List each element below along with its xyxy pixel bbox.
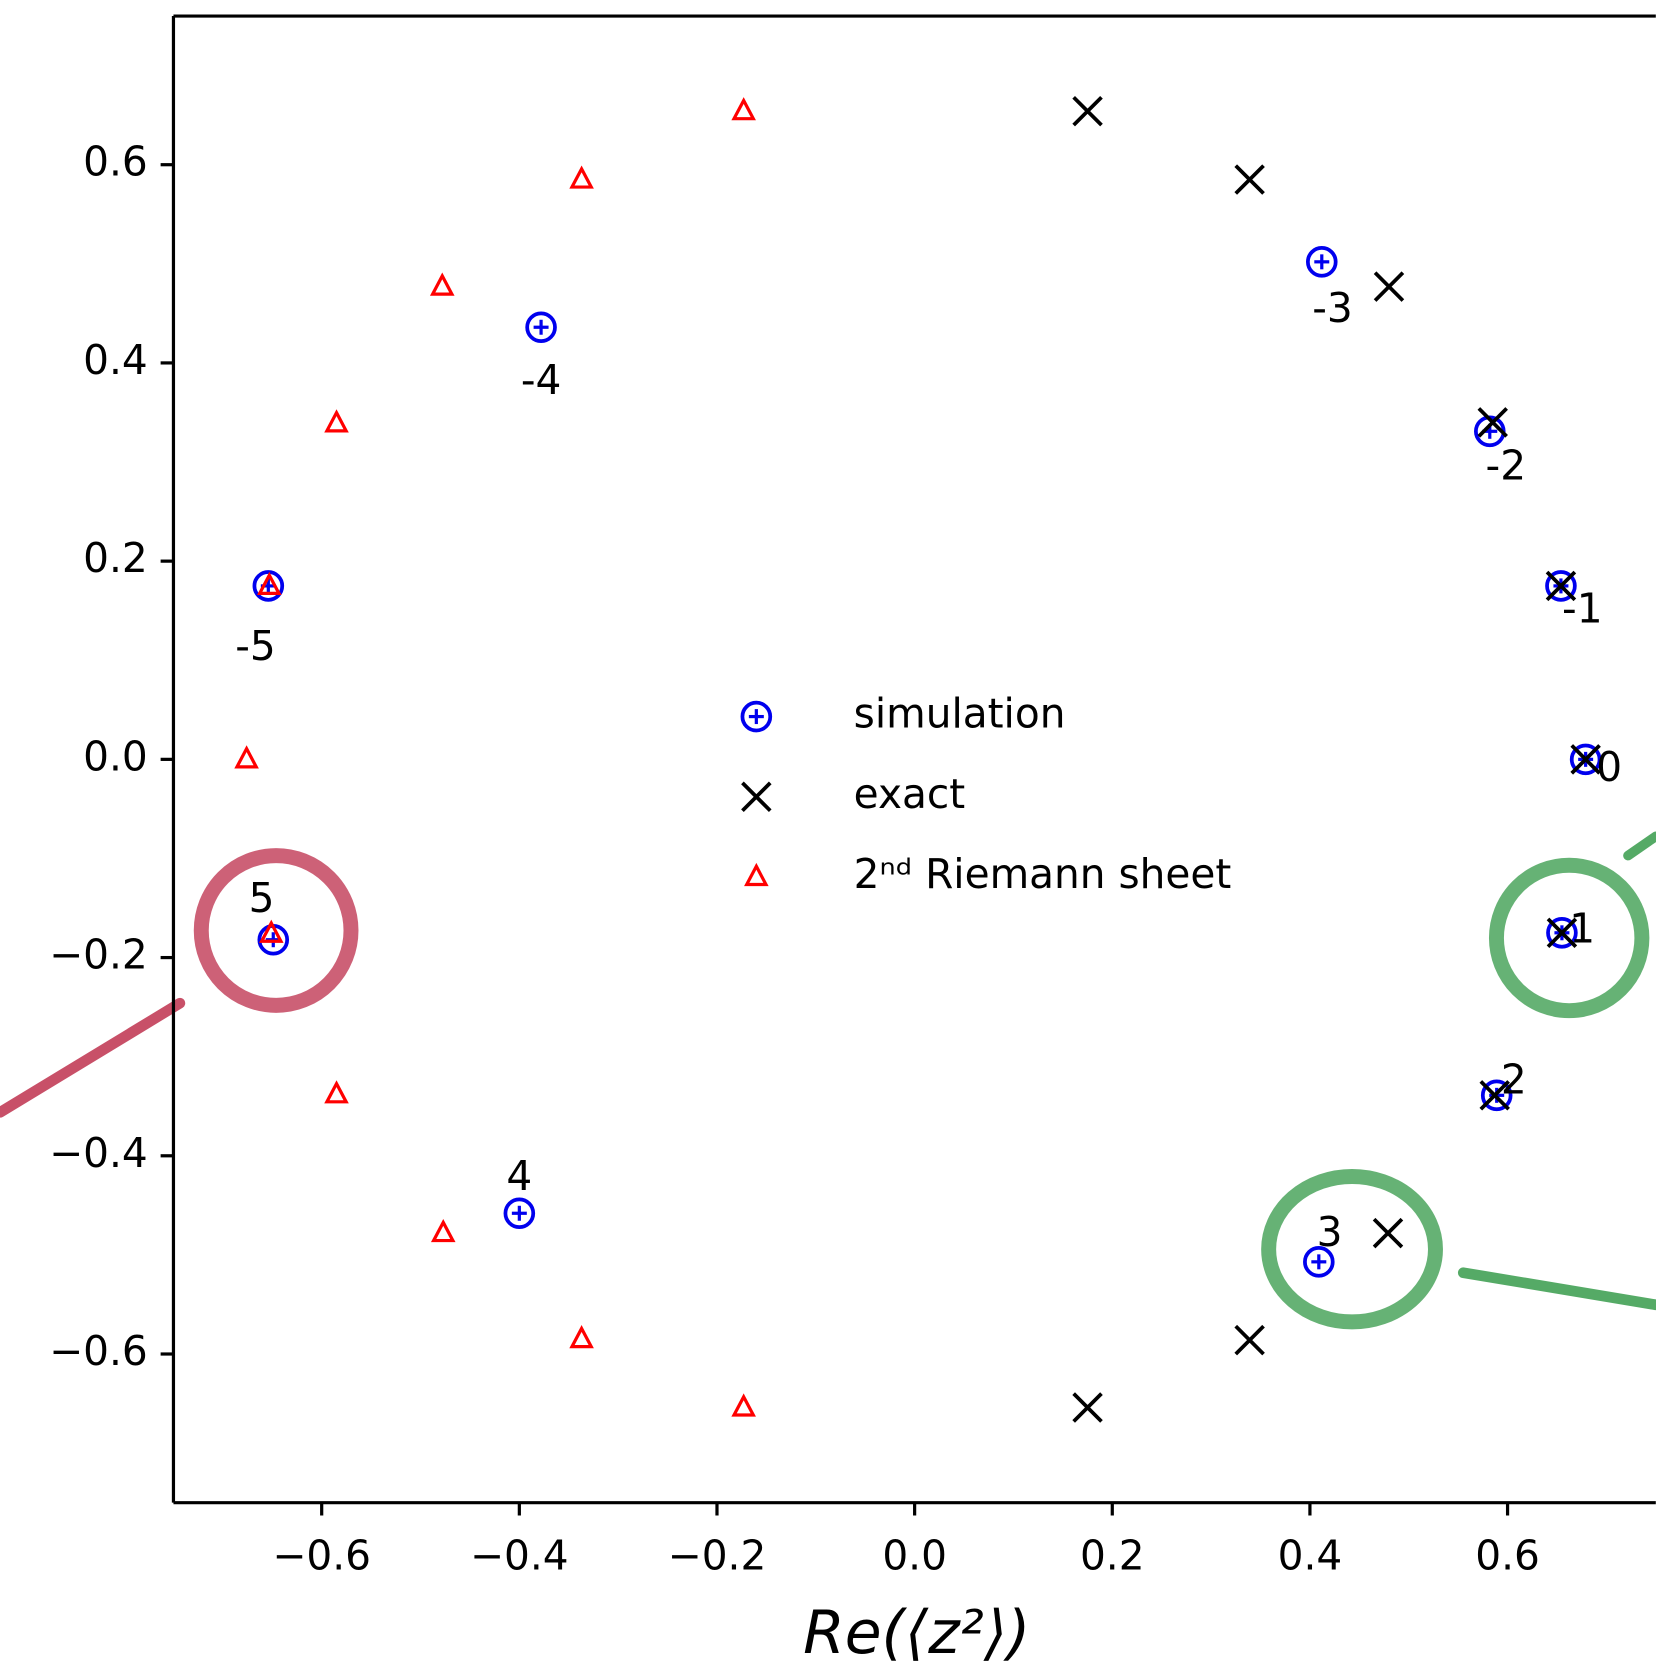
legend-marker — [741, 781, 772, 813]
x-tick-label: 0.2 — [1080, 1531, 1145, 1579]
point-label: 3 — [1317, 1208, 1343, 1256]
point — [731, 97, 756, 121]
point — [1072, 95, 1103, 127]
marker-x — [1234, 164, 1265, 195]
point — [1546, 917, 1578, 949]
point-label: 0 — [1596, 743, 1622, 791]
x-axis-label: Re(⟨z²⟩) — [803, 1598, 1030, 1668]
marker-triangle — [429, 272, 455, 296]
point — [430, 1218, 456, 1243]
highlight-line — [0, 997, 186, 1118]
marker-x — [1372, 1217, 1404, 1249]
point — [1477, 407, 1508, 438]
point — [569, 165, 594, 189]
marker-triangle — [744, 862, 769, 887]
highlight-line — [1623, 831, 1656, 861]
point-label: -2 — [1486, 442, 1527, 490]
point-label: -4 — [521, 356, 562, 404]
x-tick-label: −0.2 — [668, 1531, 767, 1579]
y-tick-label: −0.6 — [49, 1327, 148, 1375]
marker-circle — [503, 1197, 536, 1230]
marker-x — [1234, 1324, 1265, 1356]
marker-circle — [1569, 743, 1602, 776]
point-label: 5 — [249, 874, 275, 922]
marker-circle — [252, 570, 285, 602]
marker-x — [1072, 95, 1103, 127]
y-tick-label: 0.6 — [83, 138, 148, 186]
marker-triangle — [259, 919, 284, 943]
marker-x — [1546, 917, 1578, 949]
legend-label: simulation — [854, 690, 1066, 738]
legend-label: exact — [854, 770, 965, 818]
highlight-circle — [1261, 1168, 1443, 1330]
point — [257, 571, 282, 596]
highlight-circle — [1488, 857, 1650, 1019]
marker-x — [1373, 271, 1405, 302]
marker-circle — [525, 311, 557, 344]
marker-circle — [1545, 570, 1577, 602]
y-tick-label: 0.0 — [83, 732, 148, 780]
point-label: 4 — [506, 1152, 532, 1200]
marker-triangle — [731, 1393, 756, 1417]
legend-marker — [744, 862, 769, 887]
marker-triangle — [430, 1218, 456, 1243]
point-label: -5 — [235, 622, 276, 670]
marker-x — [1479, 1080, 1510, 1111]
point — [1545, 570, 1577, 602]
point — [1373, 271, 1405, 302]
marker-triangle — [324, 1080, 349, 1104]
y-tick-label: −0.2 — [49, 931, 148, 979]
marker-x — [1072, 1392, 1103, 1423]
point-label: 2 — [1501, 1055, 1527, 1103]
point — [324, 409, 349, 433]
point — [324, 1080, 349, 1104]
x-tick-label: 0.0 — [882, 1531, 947, 1579]
highlight-circle — [193, 848, 359, 1013]
marker-x — [1477, 407, 1508, 438]
point — [1303, 1246, 1335, 1278]
marker-x — [1545, 570, 1577, 602]
point — [259, 919, 284, 943]
marker-circle — [1306, 246, 1338, 278]
x-tick-label: 0.6 — [1475, 1531, 1540, 1579]
marker-triangle — [324, 409, 349, 433]
x-tick-label: 0.4 — [1278, 1531, 1343, 1579]
point — [731, 1393, 756, 1417]
marker-triangle — [569, 165, 594, 189]
y-tick-label: 0.2 — [83, 534, 148, 582]
point — [429, 272, 455, 296]
y-tick-label: −0.4 — [49, 1129, 148, 1177]
point — [1306, 246, 1338, 278]
highlight-marks — [0, 831, 1656, 1330]
marker-triangle — [257, 571, 282, 596]
point — [1570, 744, 1601, 775]
point — [1072, 1392, 1103, 1423]
marker-triangle — [731, 97, 756, 121]
highlight-line — [1457, 1267, 1656, 1311]
point — [234, 745, 259, 769]
point — [503, 1197, 536, 1230]
marker-circle — [740, 700, 773, 733]
point — [1372, 1217, 1404, 1249]
y-tick-label: 0.4 — [83, 336, 148, 384]
point — [569, 1325, 594, 1349]
point — [1234, 1324, 1265, 1356]
legend-label: 2ⁿᵈ Riemann sheet — [854, 850, 1232, 898]
marker-circle — [1480, 1079, 1513, 1112]
marker-x — [741, 781, 772, 813]
x-tick-label: −0.4 — [470, 1531, 569, 1579]
point-label: -3 — [1312, 284, 1353, 332]
marker-x — [1570, 744, 1601, 775]
marker-triangle — [569, 1325, 594, 1349]
marker-triangle — [234, 745, 259, 769]
point — [525, 311, 557, 344]
point — [1234, 164, 1265, 195]
marker-circle — [1546, 917, 1578, 949]
point — [1479, 1080, 1510, 1111]
marker-circle — [1303, 1246, 1335, 1278]
x-tick-label: −0.6 — [272, 1531, 371, 1579]
legend-marker — [740, 700, 773, 733]
